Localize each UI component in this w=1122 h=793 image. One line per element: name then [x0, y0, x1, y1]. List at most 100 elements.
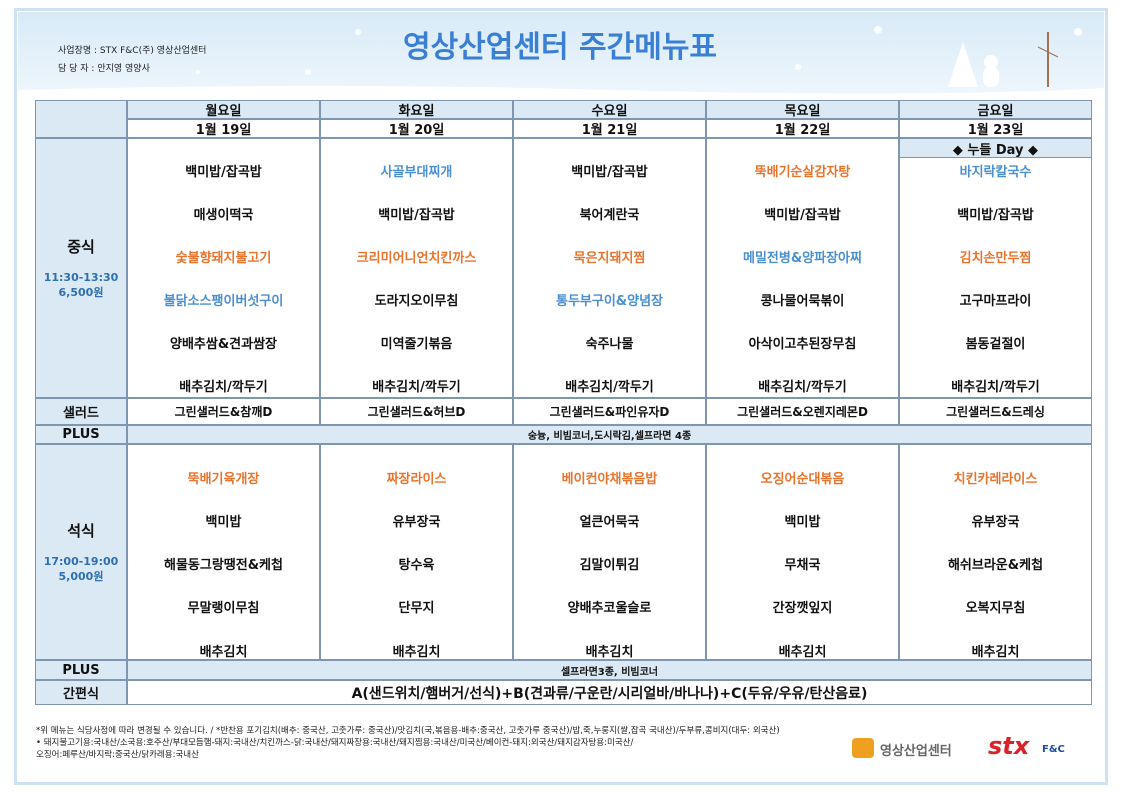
day-date: 1월 19일 — [127, 119, 320, 138]
menu-item: 치킨카레라이스 — [953, 471, 1038, 487]
menu-cell — [706, 138, 899, 398]
menu-cell — [320, 444, 513, 660]
menu-item: 북어계란국 — [579, 207, 640, 223]
snow-deco — [18, 26, 1104, 94]
menu-cell — [127, 444, 320, 660]
meal-label: 석식 17:00-19:00 5,000원 — [35, 444, 127, 660]
menu-cell — [320, 138, 513, 398]
menu-item: 백미밥/잡곡밥 — [764, 207, 841, 223]
badge: ◆ 누들 Day ◆ — [899, 138, 1092, 158]
menu-item: 도라지오이무침 — [374, 293, 459, 309]
day-date: 1월 22일 — [706, 119, 899, 138]
day-name: 화요일 — [320, 100, 513, 119]
menu-item: 배추김치 — [971, 644, 1020, 660]
menu-item: 무말랭이무침 — [187, 600, 260, 616]
meal-label: 석식 — [67, 522, 95, 540]
day-name: 수요일 — [513, 100, 706, 119]
menu-item: 매생이떡국 — [193, 207, 254, 223]
menu-item: 배추김치/깍두기 — [179, 379, 268, 395]
menu-item: 베이컨야채볶음밥 — [561, 471, 658, 487]
menu-item: 미역줄기볶음 — [380, 336, 453, 352]
meal-time: 17:00-19:00 — [43, 555, 119, 568]
menu-cell — [899, 444, 1092, 660]
row-label: PLUS — [35, 660, 127, 680]
menu-item: 양배추코울슬로 — [567, 600, 652, 616]
meal-price: 5,000원 — [58, 570, 104, 583]
menu-item: 탕수육 — [398, 557, 435, 573]
menu-item: 숯불향돼지불고기 — [175, 250, 272, 266]
menu-item: 배추김치 — [585, 644, 634, 660]
menu-item: 백미밥/잡곡밥 — [957, 207, 1034, 223]
menu-item: 백미밥/잡곡밥 — [378, 207, 455, 223]
row-label: PLUS — [35, 425, 127, 444]
salad-cell: 그린샐러드&오렌지레몬D — [706, 398, 899, 425]
note: • 돼지불고기용:국내산/소국용:호주산/부대모듬햄-돼지:국내산/치킨까스-닭… — [36, 738, 634, 748]
menu-item: 짜장라이스 — [386, 471, 447, 487]
corner — [35, 100, 127, 138]
menu-item: 김치손만두찜 — [959, 250, 1032, 266]
info-line: 사업장명 : STX F&C(주) 영상산업센터 — [58, 46, 207, 56]
footer-notes: *위 메뉴는 식당사정에 따라 변경될 수 있습니다. / *반찬용 포기김치(… — [36, 725, 956, 761]
menu-item: 유부장국 — [392, 514, 441, 530]
menu-item: 숙주나물 — [585, 336, 634, 352]
info-line: 담 당 자 : 안지영 영양사 — [58, 64, 150, 74]
menu-item: 배추김치 — [392, 644, 441, 660]
menu-item: 배추김치 — [778, 644, 827, 660]
menu-item: 백미밥/잡곡밥 — [571, 164, 648, 180]
menu-item: 배추김치/깍두기 — [565, 379, 654, 395]
meal-price: 6,500원 — [58, 286, 104, 299]
header-info: 사업장명 : STX F&C(주) 영상산업센터 담 당 자 : 안지영 영양사 — [58, 42, 206, 78]
menu-item: 크리미어니언치킨까스 — [356, 250, 477, 266]
menu-item: 김말이튀김 — [579, 557, 640, 573]
title: 영상산업센터 주간메뉴표 — [402, 30, 718, 65]
salad-cell: 그린샐러드&드레싱 — [899, 398, 1092, 425]
menu-item: 양배추쌈&견과쌈장 — [169, 336, 278, 352]
menu-item: 간장깻잎지 — [772, 600, 833, 616]
menu-item: 아삭이고추된장무침 — [748, 336, 857, 352]
menu-item: 백미밥 — [784, 514, 821, 530]
day-name: 목요일 — [706, 100, 899, 119]
menu-cell — [513, 138, 706, 398]
logo-text: 영상산업센터 — [880, 744, 952, 759]
salad-cell: 그린샐러드&파인유자D — [513, 398, 706, 425]
menu-item: 무채국 — [784, 557, 821, 573]
salad-cell: 그린샐러드&허브D — [320, 398, 513, 425]
day-name: 금요일 — [899, 100, 1092, 119]
menu-item: 뚝배기순살감자탕 — [754, 164, 851, 180]
logo-icon — [852, 738, 874, 758]
meal-label: 중식 — [67, 238, 95, 256]
row-label: 간편식 — [35, 680, 127, 705]
menu-item: 얼큰어묵국 — [579, 514, 640, 530]
menu-cell — [513, 444, 706, 660]
menu-item: 불닭소스팽이버섯구이 — [163, 293, 284, 309]
brand-sub: F&C — [1042, 744, 1065, 755]
menu-item: 사골부대찌개 — [380, 164, 453, 180]
menu-item: 메밀전병&양파장아찌 — [743, 250, 862, 266]
meal-label: 중식 11:30-13:30 6,500원 — [35, 138, 127, 398]
plus-cell: 셀프라면3종, 비빔코너 — [127, 660, 1092, 680]
menu-item: 콩나물어묵볶이 — [760, 293, 845, 309]
snack-cell: A(샌드위치/햄버거/선식)+B(견과류/구운란/시리얼바/바나나)+C(두유/… — [127, 680, 1092, 705]
meal-time: 11:30-13:30 — [43, 271, 119, 284]
menu-item: 배추김치 — [199, 644, 248, 660]
menu-item: 유부장국 — [971, 514, 1020, 530]
note: 오징어:페루산/바지락:중국산/닭카레용:국내산 — [36, 750, 199, 760]
menu-item: 봄동겉절이 — [965, 336, 1026, 352]
menu-item: 해물동그랑땡전&케첩 — [164, 557, 283, 573]
menu-item: 백미밥 — [205, 514, 242, 530]
menu-item: 뚝배기육개장 — [187, 471, 260, 487]
day-date: 1월 20일 — [320, 119, 513, 138]
menu-item: 오징어순대볶음 — [760, 471, 845, 487]
menu-item: 바지락칼국수 — [959, 164, 1032, 180]
menu-item: 배추김치/깍두기 — [758, 379, 847, 395]
menu-item: 고구마프라이 — [959, 293, 1032, 309]
menu-item: 백미밥/잡곡밥 — [185, 164, 262, 180]
day-date: 1월 23일 — [899, 119, 1092, 138]
header-band — [18, 12, 1104, 94]
menu-item: 오복지무침 — [965, 600, 1026, 616]
day-name: 월요일 — [127, 100, 320, 119]
menu-item: 묵은지돼지찜 — [573, 250, 646, 266]
brand: stx — [988, 732, 1030, 760]
frame — [14, 8, 1108, 785]
